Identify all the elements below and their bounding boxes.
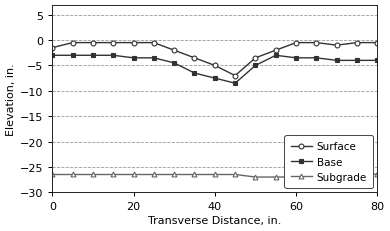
Legend: Surface, Base, Subgrade: Surface, Base, Subgrade xyxy=(284,136,373,188)
Y-axis label: Elevation, in.: Elevation, in. xyxy=(5,63,16,135)
X-axis label: Transverse Distance, in.: Transverse Distance, in. xyxy=(148,216,282,225)
